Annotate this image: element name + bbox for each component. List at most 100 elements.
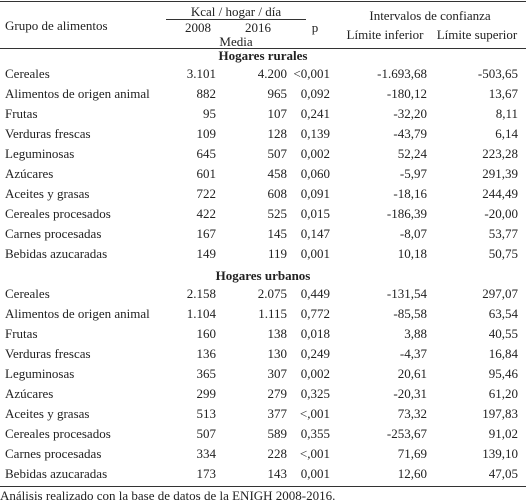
kcal-2008-cell: 149 [196, 246, 217, 261]
upper-limit-cell: 8,11 [495, 106, 518, 121]
kcal-2016-cell: 4.200 [257, 66, 287, 81]
food-group-cell: Carnes procesadas [5, 226, 102, 241]
header-p: p [311, 20, 319, 35]
p-value-cell: 0,001 [300, 246, 330, 261]
header-confidence-intervals: Intervalos de confianza [369, 8, 491, 23]
upper-limit-cell: 197,83 [482, 406, 518, 421]
upper-limit-cell: 139,10 [482, 446, 518, 461]
p-value-cell: 0,018 [300, 326, 330, 341]
kcal-2008-cell: 601 [196, 166, 217, 181]
p-value-cell: 0,249 [300, 346, 330, 361]
lower-limit-cell: -85,58 [393, 306, 427, 321]
upper-limit-cell: 50,75 [488, 246, 518, 261]
lower-limit-cell: 52,24 [397, 146, 427, 161]
lower-limit-cell: 3,88 [404, 326, 427, 341]
food-group-cell: Verduras frescas [5, 126, 91, 141]
kcal-2016-cell: 145 [267, 226, 288, 241]
p-value-cell: <0,001 [293, 66, 330, 81]
food-group-cell: Leguminosas [5, 366, 75, 381]
kcal-2008-cell: 3.101 [186, 66, 216, 81]
table-row: Frutas 160 138 0,018 3,88 40,55 [0, 324, 526, 344]
table-row: Aceites y grasas 722 608 0,091 -18,16 244,49 [0, 184, 526, 204]
upper-limit-cell: 297,07 [482, 286, 518, 301]
p-value-cell: 0,147 [300, 226, 330, 241]
lower-limit-cell: -43,79 [393, 126, 427, 141]
table-row: Bebidas azucaradas 173 143 0,001 12,60 47,05 [0, 464, 526, 484]
p-value-cell: 0,355 [300, 426, 330, 441]
p-value-cell: <,001 [299, 446, 330, 461]
p-value-cell: 0,002 [300, 366, 330, 381]
bottom-rule [0, 486, 526, 487]
lower-limit-cell: -18,16 [393, 186, 427, 201]
kcal-2008-cell: 334 [196, 446, 217, 461]
food-group-cell: Alimentos de origen animal [5, 86, 150, 101]
kcal-2008-cell: 299 [196, 386, 217, 401]
lower-limit-cell: 20,61 [397, 366, 427, 381]
kcal-2016-cell: 143 [267, 466, 288, 481]
header-year-2008: 2008 [185, 20, 211, 35]
upper-limit-cell: 47,05 [488, 466, 518, 481]
food-group-cell: Aceites y grasas [5, 186, 90, 201]
lower-limit-cell: 12,60 [397, 466, 427, 481]
kcal-2016-cell: 608 [267, 186, 288, 201]
kcal-2016-cell: 377 [267, 406, 288, 421]
lower-limit-cell: -32,20 [393, 106, 427, 121]
food-group-cell: Azúcares [5, 386, 54, 401]
p-value-cell: 0,772 [300, 306, 330, 321]
kcal-2016-cell: 130 [267, 346, 288, 361]
upper-limit-cell: 291,39 [482, 166, 518, 181]
table-row: Cereales 3.101 4.200 <0,001 -1.693,68 -503,65 [0, 64, 526, 84]
upper-limit-cell: 40,55 [488, 326, 518, 341]
upper-limit-cell: 53,77 [488, 226, 518, 241]
lower-limit-cell: -4,37 [399, 346, 427, 361]
kcal-2016-cell: 525 [267, 206, 288, 221]
p-value-cell: 0,060 [300, 166, 330, 181]
food-group-cell: Bebidas azucaradas [5, 246, 108, 261]
food-group-cell: Cereales procesados [5, 426, 111, 441]
header-media: Media [219, 34, 253, 49]
lower-limit-cell: -8,07 [399, 226, 427, 241]
upper-limit-cell: -503,65 [477, 66, 518, 81]
lower-limit-cell: 10,18 [397, 246, 427, 261]
kcal-2008-cell: 513 [196, 406, 217, 421]
table-row: Aceites y grasas 513 377 <,001 73,32 197,83 [0, 404, 526, 424]
table-row: Bebidas azucaradas 149 119 0,001 10,18 50,75 [0, 244, 526, 264]
upper-limit-cell: 16,84 [488, 346, 518, 361]
p-value-cell: 0,015 [300, 206, 330, 221]
kcal-2016-cell: 307 [267, 366, 288, 381]
kcal-2008-cell: 722 [196, 186, 217, 201]
kcal-2016-cell: 128 [267, 126, 288, 141]
upper-limit-cell: 95,46 [488, 366, 518, 381]
lower-limit-cell: 73,32 [397, 406, 427, 421]
table-row: Verduras frescas 136 130 0,249 -4,37 16,84 [0, 344, 526, 364]
kcal-2008-cell: 422 [196, 206, 217, 221]
kcal-2008-cell: 136 [196, 346, 217, 361]
table-row: Carnes procesadas 167 145 0,147 -8,07 53,77 [0, 224, 526, 244]
top-rule [0, 1, 526, 2]
food-group-cell: Carnes procesadas [5, 446, 102, 461]
kcal-2016-cell: 589 [267, 426, 288, 441]
food-group-cell: Frutas [5, 106, 38, 121]
lower-limit-cell: -20,31 [393, 386, 427, 401]
upper-limit-cell: 6,14 [495, 126, 518, 141]
table-row: Cereales procesados 507 589 0,355 -253,67 91,… [0, 424, 526, 444]
food-group-cell: Cereales [5, 66, 50, 81]
p-value-cell: 0,325 [300, 386, 330, 401]
food-group-cell: Alimentos de origen animal [5, 306, 150, 321]
p-value-cell: 0,001 [300, 466, 330, 481]
lower-limit-cell: -1.693,68 [377, 66, 427, 81]
section-title-urban: Hogares urbanos [215, 268, 311, 283]
upper-limit-cell: 223,28 [482, 146, 518, 161]
kcal-2008-cell: 365 [196, 366, 217, 381]
kcal-2016-cell: 965 [267, 86, 288, 101]
kcal-2016-cell: 1.115 [258, 306, 287, 321]
table-row: Alimentos de origen animal 1.104 1.115 0,77… [0, 304, 526, 324]
kcal-2008-cell: 95 [203, 106, 216, 121]
upper-limit-cell: -20,00 [484, 206, 518, 221]
kcal-2016-cell: 2.075 [257, 286, 287, 301]
kcal-2008-cell: 507 [196, 426, 217, 441]
kcal-2016-cell: 107 [267, 106, 288, 121]
table-row: Cereales procesados 422 525 0,015 -186,39 -20… [0, 204, 526, 224]
table-row: Cereales 2.158 2.075 0,449 -131,54 297,07 [0, 284, 526, 304]
food-group-cell: Verduras frescas [5, 346, 91, 361]
